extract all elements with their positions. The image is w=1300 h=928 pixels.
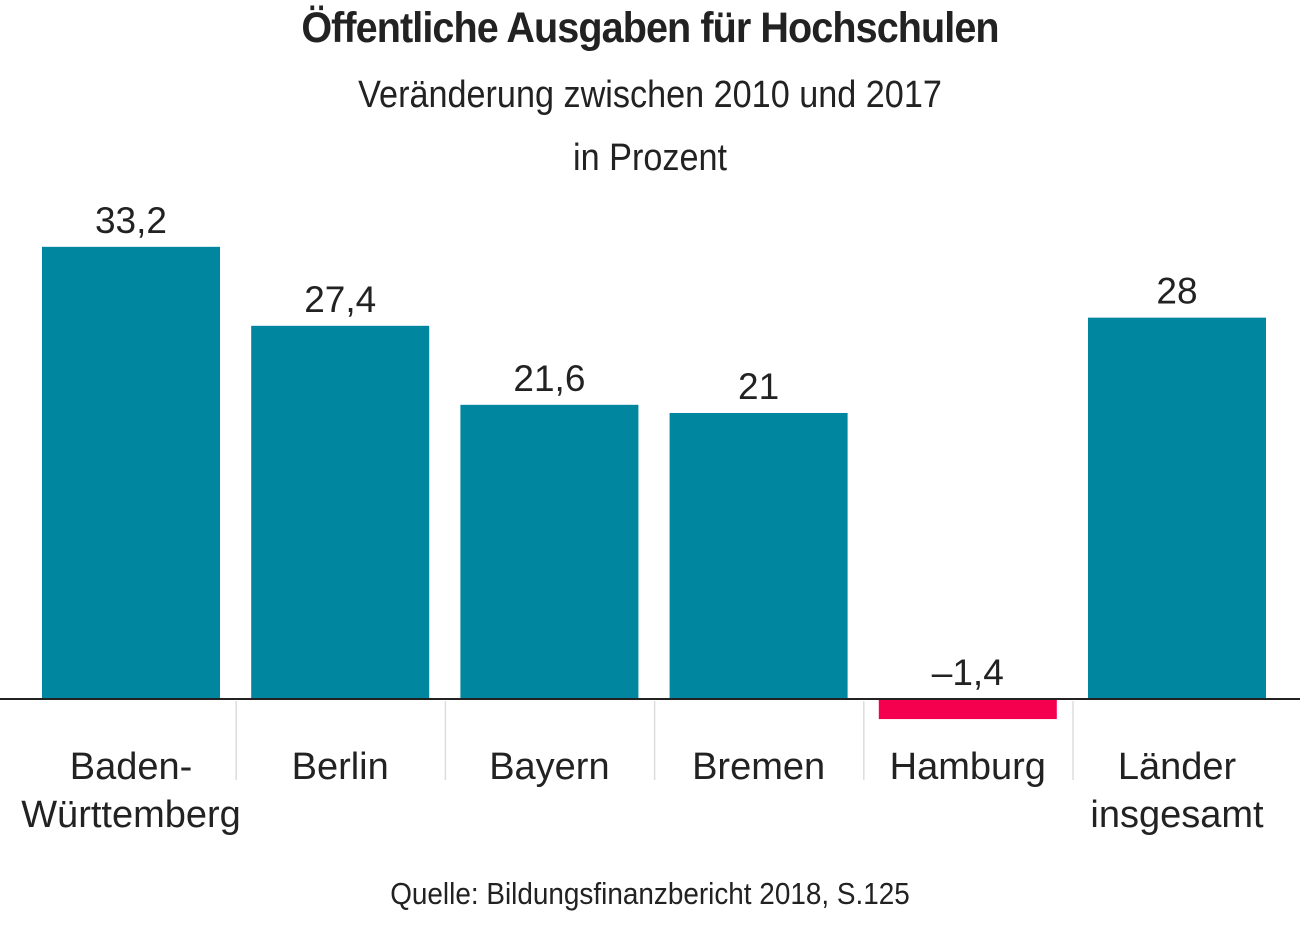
- category-label-4: Hamburg: [890, 746, 1046, 788]
- chart-unit-label: in Prozent: [573, 137, 727, 179]
- bar-3: [669, 412, 848, 699]
- category-label-0: Baden-: [70, 746, 193, 788]
- bar-5: [1088, 317, 1266, 699]
- bar-0: [42, 246, 220, 700]
- value-label-1: 27,4: [304, 279, 376, 320]
- value-label-5: 28: [1156, 271, 1197, 312]
- value-label-3: 21: [738, 366, 779, 407]
- value-label-0: 33,2: [95, 200, 167, 241]
- category-label-3: Bremen: [692, 746, 825, 788]
- chart-title: Öffentliche Ausgaben für Hochschulen: [301, 4, 999, 52]
- bar-1: [251, 325, 430, 699]
- value-label-4: –1,4: [932, 652, 1004, 693]
- category-label-5: Länder: [1118, 746, 1237, 788]
- category-label-1: Berlin: [292, 746, 389, 788]
- bar-4: [878, 700, 1057, 720]
- chart-subtitle: Veränderung zwischen 2010 und 2017: [358, 74, 942, 116]
- bar-2: [460, 404, 639, 699]
- category-label-2: Bayern: [489, 746, 609, 788]
- category-label-5: insgesamt: [1090, 794, 1264, 836]
- source-note: Quelle: Bildungsfinanzbericht 2018, S.12…: [390, 876, 910, 911]
- category-label-0: Württemberg: [21, 794, 241, 836]
- value-label-2: 21,6: [513, 358, 585, 399]
